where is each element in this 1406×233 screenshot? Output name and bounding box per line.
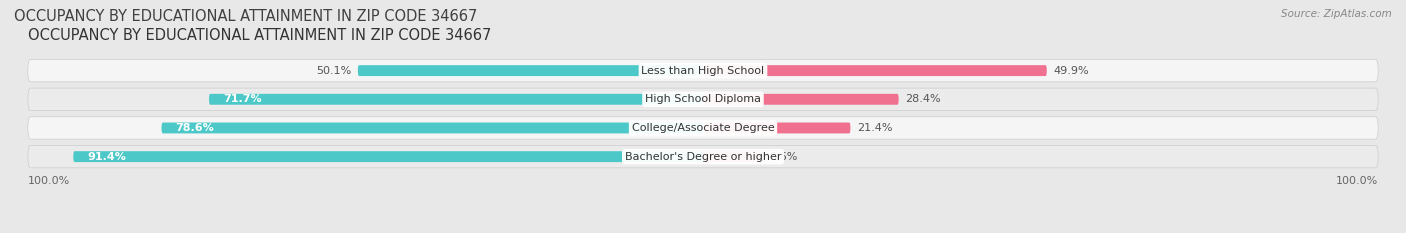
- FancyBboxPatch shape: [28, 59, 1378, 82]
- FancyBboxPatch shape: [359, 65, 703, 76]
- Text: Less than High School: Less than High School: [641, 66, 765, 76]
- FancyBboxPatch shape: [28, 88, 1378, 110]
- Text: OCCUPANCY BY EDUCATIONAL ATTAINMENT IN ZIP CODE 34667: OCCUPANCY BY EDUCATIONAL ATTAINMENT IN Z…: [14, 9, 478, 24]
- Text: 91.4%: 91.4%: [87, 152, 127, 162]
- FancyBboxPatch shape: [73, 151, 703, 162]
- FancyBboxPatch shape: [703, 151, 762, 162]
- Text: 8.6%: 8.6%: [769, 152, 797, 162]
- Text: 21.4%: 21.4%: [858, 123, 893, 133]
- Text: 71.7%: 71.7%: [222, 94, 262, 104]
- Text: 100.0%: 100.0%: [28, 176, 70, 186]
- FancyBboxPatch shape: [162, 123, 703, 134]
- Text: 50.1%: 50.1%: [316, 66, 352, 76]
- Text: 100.0%: 100.0%: [1336, 176, 1378, 186]
- FancyBboxPatch shape: [209, 94, 703, 105]
- Text: High School Diploma: High School Diploma: [645, 94, 761, 104]
- Text: College/Associate Degree: College/Associate Degree: [631, 123, 775, 133]
- Text: 28.4%: 28.4%: [905, 94, 941, 104]
- FancyBboxPatch shape: [28, 145, 1378, 168]
- Text: 49.9%: 49.9%: [1053, 66, 1090, 76]
- Text: Bachelor's Degree or higher: Bachelor's Degree or higher: [624, 152, 782, 162]
- FancyBboxPatch shape: [28, 117, 1378, 139]
- Text: OCCUPANCY BY EDUCATIONAL ATTAINMENT IN ZIP CODE 34667: OCCUPANCY BY EDUCATIONAL ATTAINMENT IN Z…: [28, 28, 491, 43]
- FancyBboxPatch shape: [703, 123, 851, 134]
- FancyBboxPatch shape: [703, 65, 1047, 76]
- Text: 78.6%: 78.6%: [176, 123, 214, 133]
- FancyBboxPatch shape: [703, 94, 898, 105]
- Text: Source: ZipAtlas.com: Source: ZipAtlas.com: [1281, 9, 1392, 19]
